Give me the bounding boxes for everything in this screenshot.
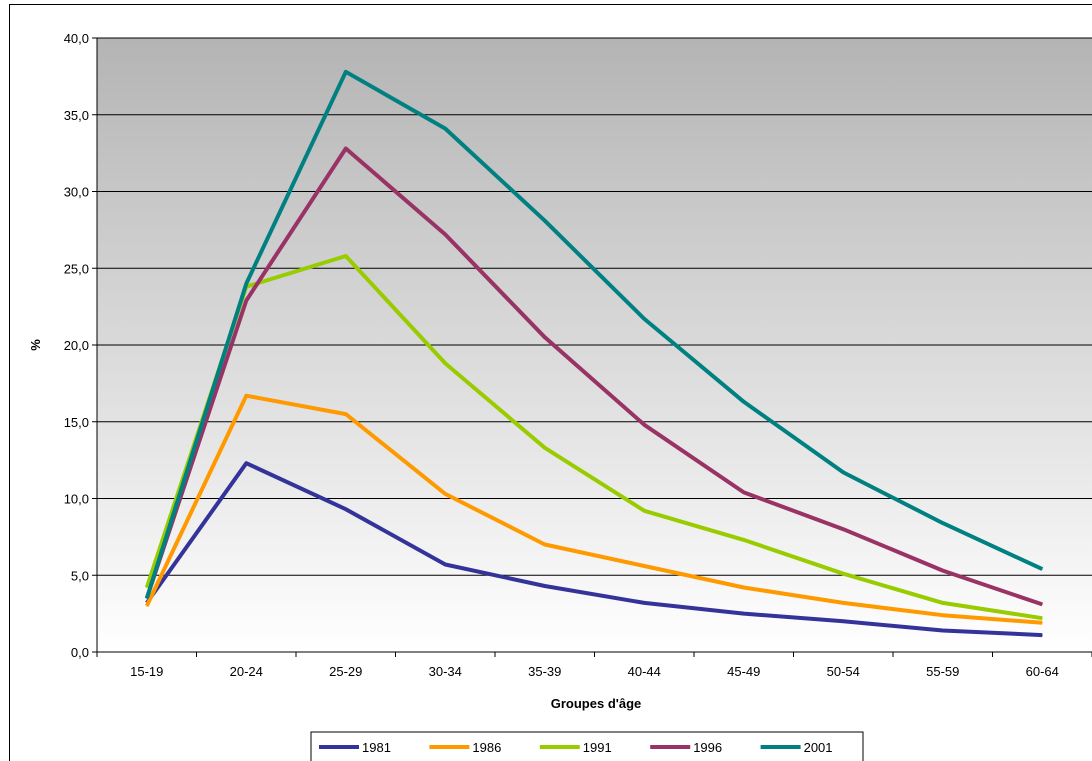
data-point-1991 — [743, 539, 745, 541]
data-point-1986 — [942, 614, 944, 616]
legend-label: 1991 — [583, 740, 612, 755]
data-point-2001 — [245, 283, 247, 285]
x-tick-label: 50-54 — [827, 664, 860, 679]
y-tick-label: 0,0 — [71, 645, 89, 660]
data-point-1981 — [643, 602, 645, 604]
series-line-2001 — [144, 69, 1044, 599]
data-point-2001 — [842, 471, 844, 473]
data-point-1981 — [544, 585, 546, 587]
data-point-1996 — [245, 299, 247, 301]
x-tick-label: 30-34 — [429, 664, 462, 679]
data-point-1986 — [643, 565, 645, 567]
x-tick-label: 15-19 — [130, 664, 163, 679]
y-tick-label: 20,0 — [64, 338, 89, 353]
data-point-1996 — [842, 528, 844, 530]
data-point-1986 — [245, 395, 247, 397]
x-axis-title: Groupes d'âge — [551, 696, 642, 711]
data-point-1996 — [942, 570, 944, 572]
y-tick-label: 15,0 — [64, 415, 89, 430]
data-point-1981 — [345, 508, 347, 510]
data-point-1991 — [1041, 617, 1043, 619]
data-point-1991 — [444, 362, 446, 364]
data-point-1991 — [345, 255, 347, 257]
data-point-1981 — [942, 630, 944, 632]
data-point-2001 — [1041, 568, 1043, 570]
data-point-1991 — [146, 587, 148, 589]
data-point-2001 — [444, 128, 446, 130]
data-point-1986 — [743, 587, 745, 589]
data-point-1986 — [842, 602, 844, 604]
series-line-1986 — [144, 393, 1043, 625]
data-point-1996 — [544, 336, 546, 338]
y-axis-tick-labels: 0,0 5,0 10,0 15,0 20,0 25,0 30,0 35,0 40,0 — [64, 31, 89, 660]
x-tick-label: 60-64 — [1026, 664, 1059, 679]
data-point-1986 — [146, 605, 148, 607]
x-axis-tick-labels: 15-19 20-24 25-29 30-34 35-39 40-44 45-49 50-54… — [130, 664, 1059, 679]
data-point-1996 — [643, 424, 645, 426]
y-tick-label: 40,0 — [64, 31, 89, 46]
data-point-2001 — [643, 318, 645, 320]
data-point-2001 — [942, 522, 944, 524]
legend: 1981 1986 1991 1996 2001 — [310, 731, 864, 761]
data-point-1986 — [544, 544, 546, 546]
series-line-1996 — [144, 146, 1043, 607]
data-point-1996 — [345, 148, 347, 150]
x-tick-label: 35-39 — [528, 664, 561, 679]
x-tick-label: 25-29 — [329, 664, 362, 679]
y-tick-label: 10,0 — [64, 492, 89, 507]
axes — [96, 38, 1092, 657]
legend-label: 1986 — [472, 740, 501, 755]
data-point-1981 — [842, 620, 844, 622]
y-axis-title: % — [28, 339, 43, 351]
series-lines — [144, 69, 1044, 638]
legend-label: 1996 — [693, 740, 722, 755]
x-tick-label: 40-44 — [628, 664, 661, 679]
data-point-1986 — [345, 413, 347, 415]
data-point-1996 — [1041, 603, 1043, 605]
legend-label: 1981 — [362, 740, 391, 755]
data-point-1991 — [544, 447, 546, 449]
data-point-1981 — [743, 613, 745, 615]
data-point-2001 — [743, 401, 745, 403]
y-tick-label: 30,0 — [64, 185, 89, 200]
data-point-1996 — [743, 491, 745, 493]
data-point-2001 — [146, 597, 148, 599]
data-point-1981 — [1041, 634, 1043, 636]
data-point-1981 — [245, 462, 247, 464]
data-point-1991 — [643, 510, 645, 512]
x-tick-label: 45-49 — [727, 664, 760, 679]
y-tick-label: 25,0 — [64, 261, 89, 276]
data-point-1991 — [842, 573, 844, 575]
gridlines — [92, 37, 1092, 653]
data-point-1981 — [444, 564, 446, 566]
y-tick-label: 35,0 — [64, 108, 89, 123]
y-tick-label: 5,0 — [71, 568, 89, 583]
data-point-1986 — [1041, 622, 1043, 624]
data-point-1991 — [942, 602, 944, 604]
data-point-2001 — [544, 220, 546, 222]
data-point-2001 — [345, 71, 347, 73]
x-tick-label: 20-24 — [230, 664, 263, 679]
legend-label: 2001 — [804, 740, 833, 755]
x-tick-label: 55-59 — [926, 664, 959, 679]
data-point-1986 — [444, 493, 446, 495]
series-line-1981 — [145, 461, 1043, 638]
data-point-1996 — [444, 233, 446, 235]
series-line-1991 — [144, 254, 1043, 621]
